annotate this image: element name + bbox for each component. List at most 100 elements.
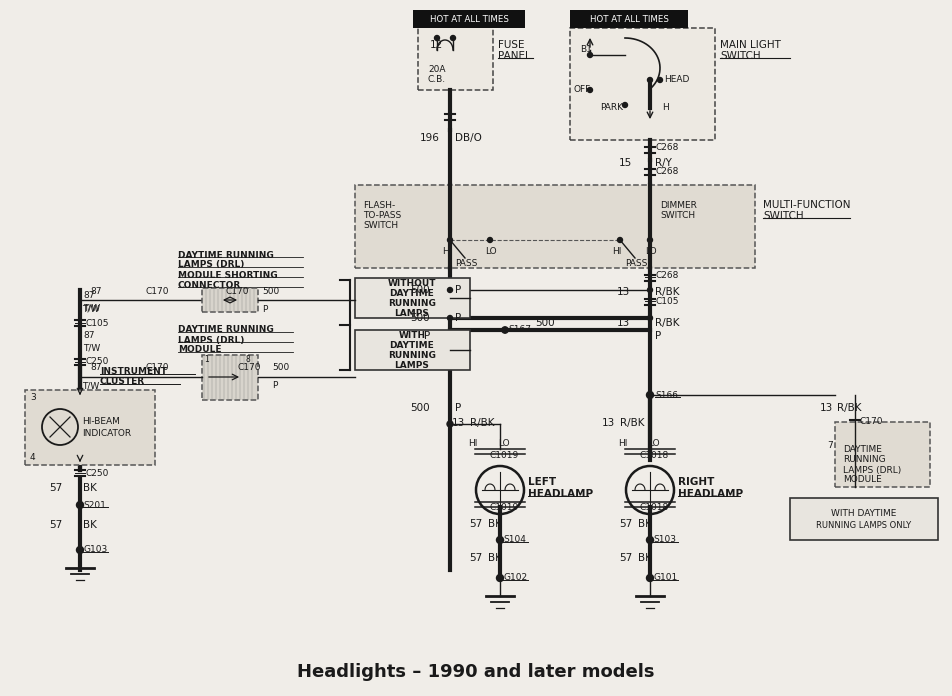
Text: LAMPS: LAMPS — [394, 310, 429, 319]
Circle shape — [587, 88, 592, 93]
Text: C1018: C1018 — [640, 450, 669, 459]
Text: 500: 500 — [410, 313, 430, 323]
Text: BK: BK — [488, 553, 502, 563]
Text: S103: S103 — [653, 535, 676, 544]
Circle shape — [447, 287, 452, 292]
Text: DAYTIME: DAYTIME — [389, 290, 434, 299]
Text: RIGHT: RIGHT — [678, 477, 714, 487]
Circle shape — [447, 237, 452, 242]
Circle shape — [646, 574, 653, 581]
Text: 196: 196 — [420, 133, 440, 143]
Text: 20A: 20A — [428, 65, 446, 74]
Text: R/BK: R/BK — [620, 418, 645, 428]
Text: BK: BK — [488, 519, 502, 529]
Text: 13: 13 — [820, 403, 833, 413]
Text: WITHOUT: WITHOUT — [387, 280, 436, 289]
Text: MODULE SHORTING: MODULE SHORTING — [178, 271, 278, 280]
Circle shape — [487, 237, 492, 242]
Text: RUNNING LAMPS ONLY: RUNNING LAMPS ONLY — [817, 521, 912, 530]
Text: LO: LO — [645, 248, 657, 257]
Text: B1: B1 — [580, 45, 592, 54]
Circle shape — [623, 102, 627, 107]
Text: S201: S201 — [83, 500, 106, 509]
Text: BK: BK — [638, 519, 652, 529]
Text: S167: S167 — [508, 326, 531, 335]
Text: H: H — [662, 104, 668, 113]
Text: DAYTIME RUNNING: DAYTIME RUNNING — [178, 326, 274, 335]
Circle shape — [497, 537, 504, 544]
Text: INDICATOR: INDICATOR — [82, 429, 131, 438]
Bar — [202, 288, 258, 312]
Text: MAIN LIGHT: MAIN LIGHT — [720, 40, 781, 50]
Text: LO: LO — [648, 439, 660, 448]
Bar — [355, 278, 470, 318]
Text: LEFT: LEFT — [528, 477, 556, 487]
Text: RUNNING: RUNNING — [843, 455, 885, 464]
Text: PANEL: PANEL — [498, 51, 531, 61]
Text: 13: 13 — [617, 318, 630, 328]
Text: C268: C268 — [655, 168, 679, 177]
Text: HI: HI — [442, 248, 451, 257]
Circle shape — [76, 546, 84, 553]
Circle shape — [647, 287, 652, 292]
Text: LAMPS: LAMPS — [394, 361, 429, 370]
Text: P: P — [424, 331, 430, 341]
Text: C250: C250 — [85, 468, 109, 477]
Text: WITH DAYTIME: WITH DAYTIME — [831, 509, 897, 519]
Text: G102: G102 — [503, 574, 527, 583]
Text: LAMPS (DRL): LAMPS (DRL) — [178, 260, 245, 269]
Circle shape — [587, 52, 592, 58]
Circle shape — [447, 421, 453, 427]
Text: 500: 500 — [262, 287, 279, 296]
Bar — [835, 422, 930, 487]
Bar — [25, 390, 155, 465]
Text: 87: 87 — [90, 363, 102, 372]
Text: BK: BK — [638, 553, 652, 563]
Text: PASS: PASS — [455, 258, 477, 267]
Text: HI: HI — [618, 439, 627, 448]
Text: DAYTIME RUNNING: DAYTIME RUNNING — [178, 251, 274, 260]
Text: G101: G101 — [653, 574, 677, 583]
Bar — [570, 28, 715, 140]
Text: DAYTIME: DAYTIME — [389, 342, 434, 351]
Text: 13: 13 — [617, 287, 630, 297]
Bar — [790, 498, 938, 540]
Text: MODULE: MODULE — [843, 475, 882, 484]
Text: MULTI-FUNCTION: MULTI-FUNCTION — [763, 200, 850, 210]
Text: P: P — [272, 381, 277, 390]
Text: 87: 87 — [90, 287, 102, 296]
Text: FUSE: FUSE — [498, 40, 525, 50]
Text: 4: 4 — [30, 452, 35, 461]
Text: 500: 500 — [410, 285, 430, 295]
Text: CLUSTER: CLUSTER — [100, 377, 145, 386]
Text: PASS: PASS — [625, 258, 647, 267]
Text: C105: C105 — [85, 319, 109, 328]
Text: T/W: T/W — [83, 303, 100, 313]
Circle shape — [76, 502, 84, 509]
Text: Headlights – 1990 and later models: Headlights – 1990 and later models — [297, 663, 655, 681]
Text: TO-PASS: TO-PASS — [363, 210, 401, 219]
Text: INSTRUMENT: INSTRUMENT — [100, 367, 167, 377]
Text: T/W: T/W — [82, 381, 99, 390]
Text: 8: 8 — [246, 354, 250, 363]
Text: 3: 3 — [30, 393, 36, 402]
Text: T/W: T/W — [83, 344, 100, 352]
Text: C1019: C1019 — [490, 503, 519, 512]
Text: R/BK: R/BK — [837, 403, 862, 413]
Text: 7: 7 — [827, 441, 833, 450]
Text: G103: G103 — [83, 546, 108, 555]
Text: 13: 13 — [452, 418, 465, 428]
Text: 57: 57 — [49, 483, 62, 493]
Text: R/Y: R/Y — [655, 158, 672, 168]
Text: LO: LO — [485, 248, 497, 257]
Bar — [355, 185, 755, 268]
Text: SWITCH: SWITCH — [363, 221, 398, 230]
Circle shape — [658, 77, 663, 83]
Text: C268: C268 — [655, 143, 679, 152]
Circle shape — [646, 537, 653, 544]
Text: HI: HI — [468, 439, 477, 448]
Text: LAMPS (DRL): LAMPS (DRL) — [843, 466, 902, 475]
Text: MODULE: MODULE — [178, 345, 222, 354]
Circle shape — [647, 77, 652, 83]
Circle shape — [646, 391, 653, 399]
